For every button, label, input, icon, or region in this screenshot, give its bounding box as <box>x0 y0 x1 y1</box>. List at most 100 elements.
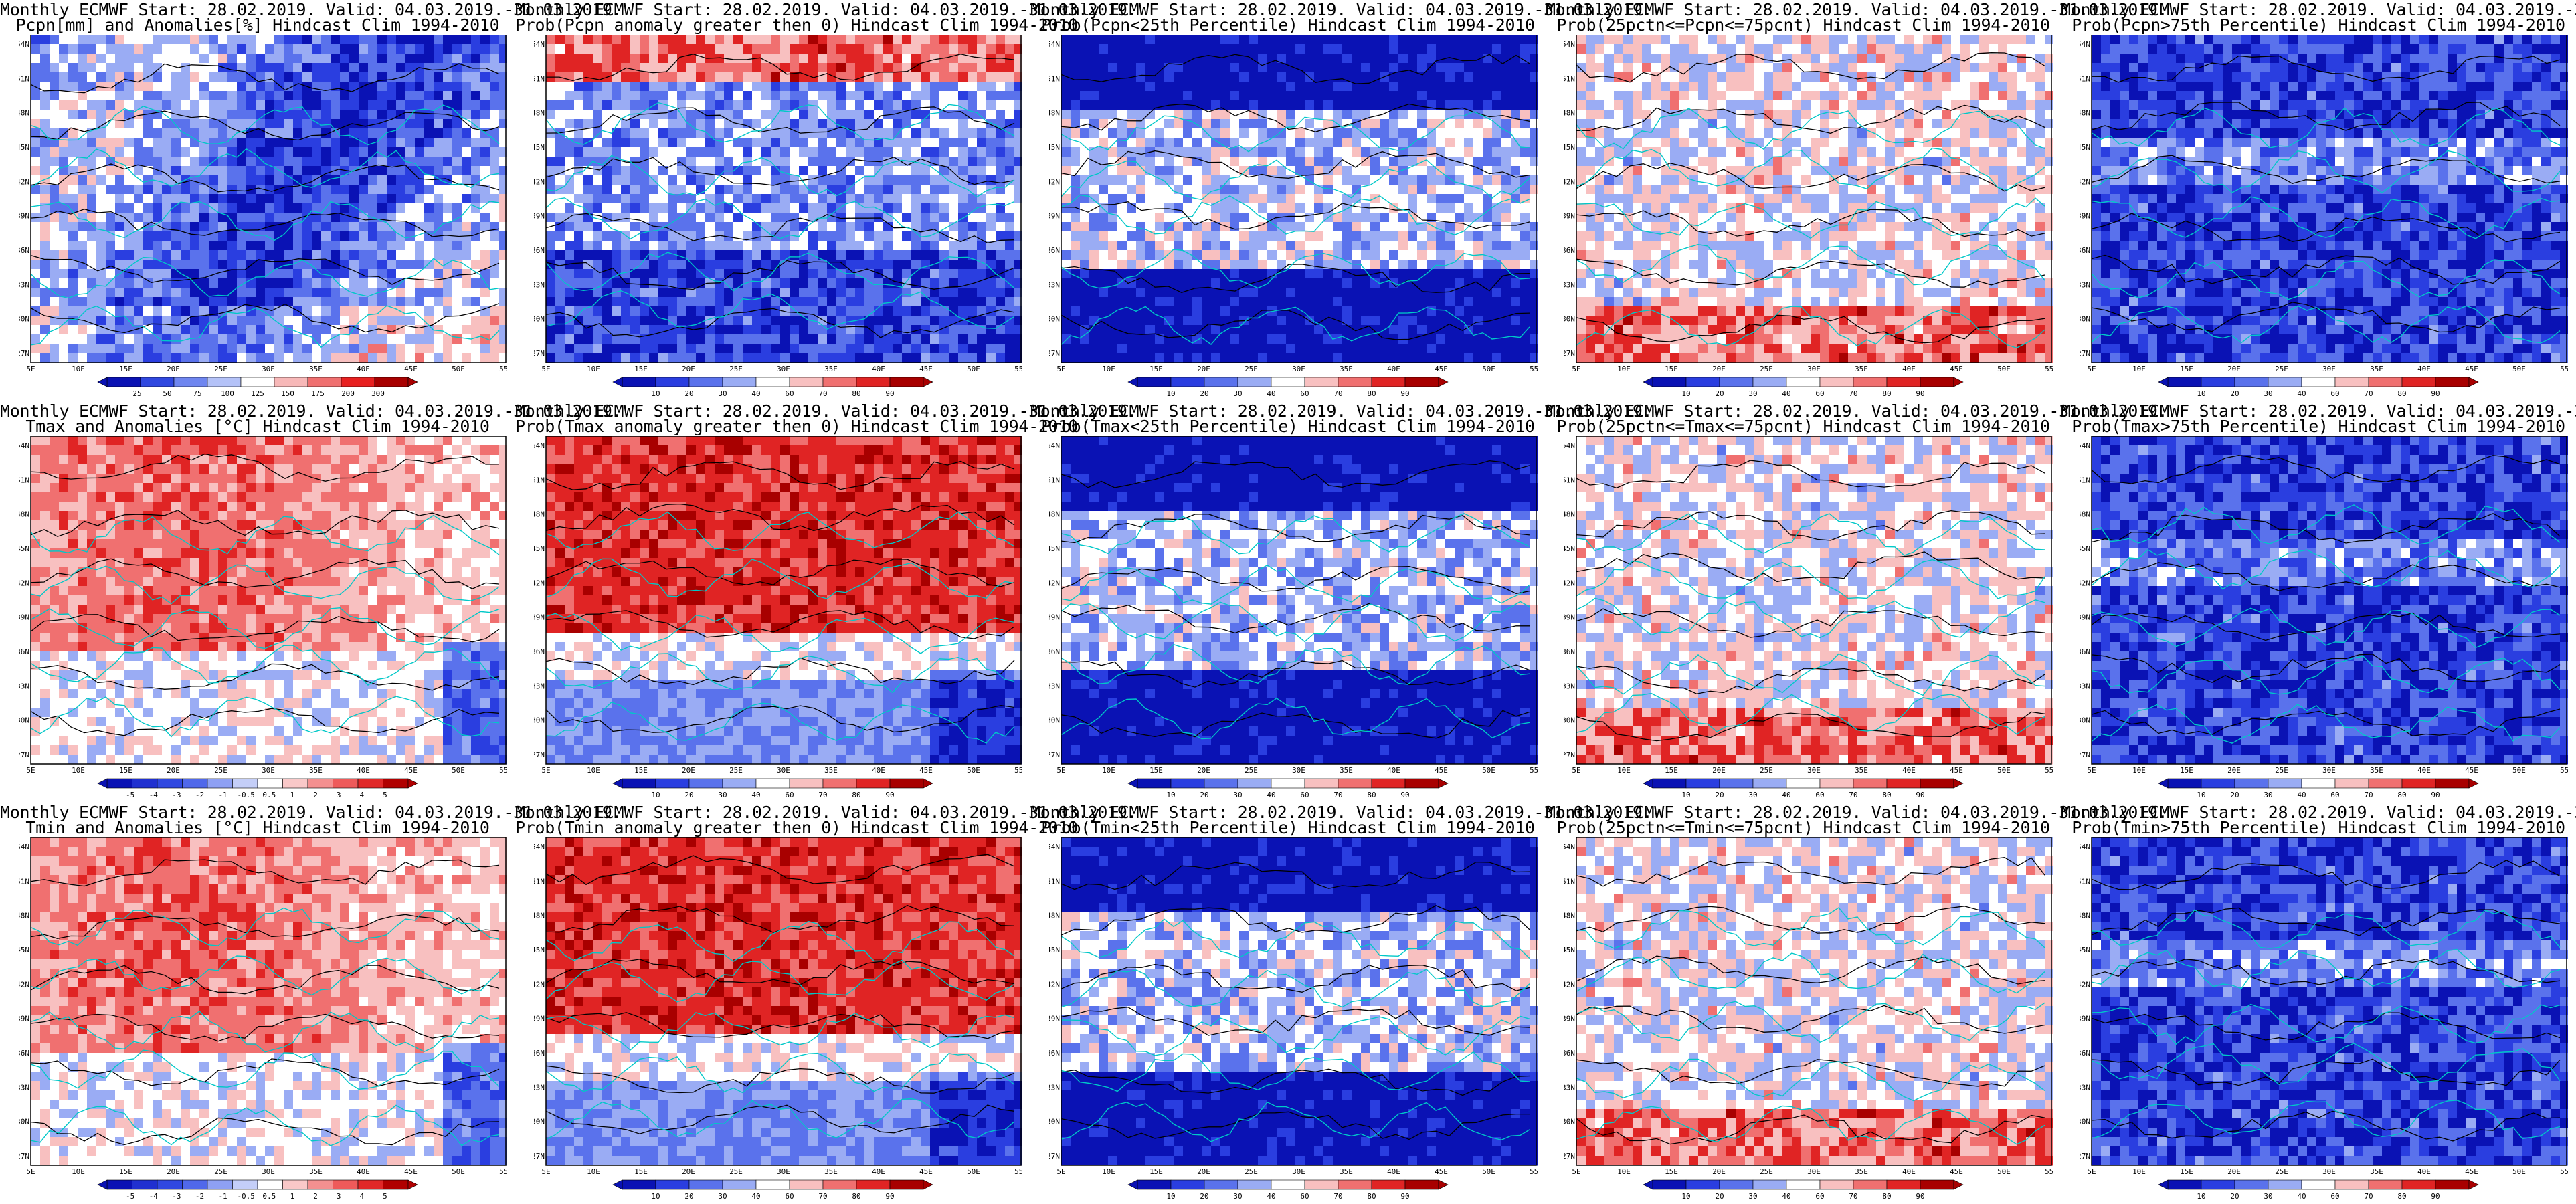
colorbar-tick-label: 80 <box>1882 1192 1891 1201</box>
lon-tick-label: 10E <box>72 1167 85 1176</box>
lat-tick-label: 27N <box>2080 349 2090 358</box>
lon-tick-label: 35E <box>1340 365 1353 373</box>
lat-tick-label: 36N <box>1564 647 1575 656</box>
lon-tick-label: 30E <box>1807 766 1821 775</box>
colorbar-tick-label: 80 <box>1882 791 1891 799</box>
lon-tick-label: 35E <box>824 766 838 775</box>
lon-tick-label: 45E <box>919 766 933 775</box>
lon-tick-label: 40E <box>1902 766 1916 775</box>
panel-title: Prob(Tmax>75th Percentile) Hindcast Clim… <box>2061 418 2576 435</box>
lat-tick-label: 48N <box>1564 912 1575 920</box>
colorbar-tick-label: -2 <box>195 1192 204 1201</box>
lon-tick-label: 25E <box>729 766 743 775</box>
lon-tick-label: 40E <box>1902 365 1916 373</box>
lat-tick-label: 33N <box>19 280 29 289</box>
lat-tick-label: 36N <box>534 647 545 656</box>
panel-title: Prob(Pcpn anomaly greater then 0) Hindca… <box>515 17 1078 33</box>
colorbar: 10 20 30 40 60 70 80 90 <box>1127 377 1449 398</box>
lon-tick-label: 25E <box>1760 365 1773 373</box>
colorbar-tick-label: -1 <box>218 791 227 799</box>
lat-tick-label: 45N <box>534 143 545 152</box>
lat-tick-label: 27N <box>1049 750 1060 759</box>
lat-tick-label: 48N <box>2080 912 2090 920</box>
lat-tick-label: 27N <box>534 349 545 358</box>
colorbar-tick-label: 300 <box>371 389 385 398</box>
lat-tick-label: 51N <box>1564 877 1575 886</box>
lat-tick-label: 36N <box>2080 1049 2090 1058</box>
map-panel-precipitation-1: Monthly ECMWF Start: 28.02.2019. Valid: … <box>0 0 622 401</box>
lon-tick-label: 50E <box>2512 1167 2526 1176</box>
lat-tick-label: 54N <box>19 843 29 851</box>
colorbar-tick-label: 100 <box>221 389 234 398</box>
colorbar-tick-label: 60 <box>2330 1192 2339 1201</box>
lon-tick-label: 45E <box>1950 365 1963 373</box>
lat-tick-label: 45N <box>19 946 29 955</box>
lat-tick-label: 39N <box>1564 613 1575 622</box>
colorbar-tick-label: -2 <box>195 791 204 799</box>
lat-tick-label: 36N <box>1049 647 1060 656</box>
lon-tick-label: 5E <box>26 1167 35 1176</box>
lon-tick-label: 45E <box>1435 766 1448 775</box>
colorbar-tick-label: 70 <box>818 791 827 799</box>
map-panel-tmin-1: Monthly ECMWF Start: 28.02.2019. Valid: … <box>0 803 622 1204</box>
colorbar-tick-label: -3 <box>172 1192 181 1201</box>
colorbar-tick-label: 20 <box>2230 389 2239 398</box>
lat-tick-label: 48N <box>2080 510 2090 519</box>
lon-tick-label: 25E <box>729 1167 743 1176</box>
panel-title: Prob(Tmin>75th Percentile) Hindcast Clim… <box>2061 819 2576 836</box>
lat-tick-label: 30N <box>2080 1118 2090 1126</box>
lon-tick-label: 50E <box>1482 365 1495 373</box>
colorbar-tick-label: 60 <box>785 1192 794 1201</box>
colorbar-tick-label: 90 <box>885 791 894 799</box>
lon-tick-label: 35E <box>1855 766 1868 775</box>
lat-tick-label: 51N <box>534 74 545 83</box>
lat-tick-label: 45N <box>534 544 545 553</box>
lon-tick-label: 25E <box>2275 766 2288 775</box>
lon-tick-label: 30E <box>2322 1167 2336 1176</box>
colorbar-tick-label: 20 <box>1200 791 1208 799</box>
colorbar-tick-label: 60 <box>1815 1192 1824 1201</box>
lat-tick-label: 39N <box>1049 1015 1060 1023</box>
colorbar-tick-label: 50 <box>163 389 171 398</box>
lon-tick-label: 10E <box>587 365 600 373</box>
lon-tick-label: 15E <box>634 766 648 775</box>
lat-tick-label: 48N <box>19 510 29 519</box>
map-panel-tmax-2: Monthly ECMWF Start: 28.02.2019. Valid: … <box>515 401 1137 803</box>
colorbar-tick-label: 30 <box>2264 389 2272 398</box>
colorbar-tick-label: 70 <box>2364 1192 2373 1201</box>
map-plot: 54N 51N 48N 45N 42N 39N 36N 33N 30N 27N 5E 10E 15E 20… <box>1049 35 1538 373</box>
lon-tick-label: 35E <box>309 766 323 775</box>
panel-header-line: Monthly ECMWF Start: 28.02.2019. Valid: … <box>2061 804 2576 821</box>
lat-tick-label: 33N <box>19 682 29 690</box>
lat-tick-label: 33N <box>1049 280 1060 289</box>
lat-tick-label: 42N <box>2080 980 2090 989</box>
lon-tick-label: 35E <box>309 1167 323 1176</box>
lat-tick-label: 45N <box>2080 544 2090 553</box>
colorbar-tick-label: 10 <box>1681 791 1690 799</box>
lat-tick-label: 42N <box>1564 177 1575 186</box>
colorbar-tick-label: 20 <box>684 791 693 799</box>
colorbar-tick-label: 4 <box>359 1192 364 1201</box>
lat-tick-label: 36N <box>19 246 29 255</box>
lat-tick-label: 30N <box>19 315 29 324</box>
colorbar-tick-label: 75 <box>193 389 201 398</box>
colorbar-tick-label: 20 <box>2230 791 2239 799</box>
lat-tick-label: 39N <box>534 1015 545 1023</box>
lon-tick-label: 55E <box>1530 365 1538 373</box>
lon-tick-label: 55E <box>2045 766 2053 775</box>
colorbar-tick-label: 90 <box>2431 791 2440 799</box>
colorbar-tick-label: 80 <box>2397 791 2406 799</box>
panel-header-line: Monthly ECMWF Start: 28.02.2019. Valid: … <box>2061 1 2576 18</box>
lat-tick-label: 30N <box>1049 1118 1060 1126</box>
lat-tick-label: 39N <box>2080 613 2090 622</box>
lon-tick-label: 45E <box>919 1167 933 1176</box>
colorbar-tick-label: 30 <box>718 389 727 398</box>
lon-tick-label: 55E <box>1530 766 1538 775</box>
colorbar-tick-label: 30 <box>1748 389 1757 398</box>
lon-tick-label: 20E <box>1197 1167 1210 1176</box>
lat-tick-label: 30N <box>1564 716 1575 725</box>
colorbar: 10 20 30 40 60 70 80 90 <box>2158 778 2479 799</box>
lon-tick-label: 40E <box>872 1167 885 1176</box>
lat-tick-label: 36N <box>1049 246 1060 255</box>
lat-tick-label: 51N <box>2080 476 2090 484</box>
